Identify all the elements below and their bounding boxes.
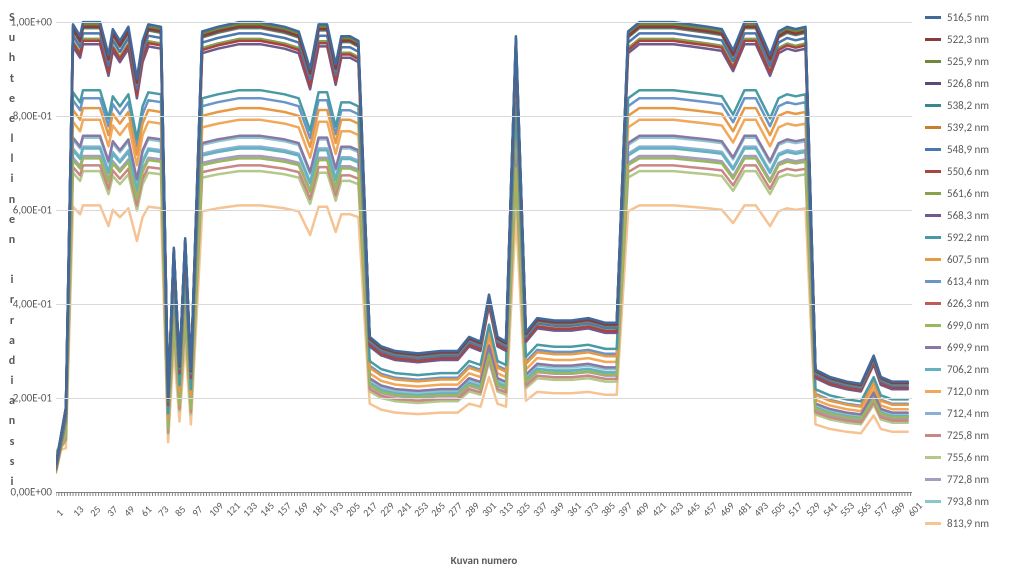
legend-swatch <box>925 236 941 239</box>
legend-label: 772,8 nm <box>947 473 989 486</box>
x-tick-label: 1 <box>53 506 66 519</box>
legend-swatch <box>925 302 941 305</box>
legend-item: 592,2 nm <box>925 226 1021 248</box>
legend-label: 561,6 nm <box>947 187 989 200</box>
legend-swatch <box>925 456 941 459</box>
legend-label: 706,2 nm <box>947 363 989 376</box>
legend-swatch <box>925 126 941 129</box>
legend-swatch <box>925 192 941 195</box>
x-axis-labels: 1132537496173859710912113314515716918119… <box>56 492 912 552</box>
legend-swatch <box>925 346 941 349</box>
legend-label: 793,8 nm <box>947 495 989 508</box>
legend-item: 561,6 nm <box>925 182 1021 204</box>
legend-item: 725,8 nm <box>925 424 1021 446</box>
y-axis-title: Suhteellinen irradianssi <box>6 8 18 492</box>
legend-label: 699,0 nm <box>947 319 989 332</box>
gridline <box>56 210 912 211</box>
gridline <box>56 116 912 117</box>
legend-label: 712,4 nm <box>947 407 989 420</box>
gridline <box>56 398 912 399</box>
legend-item: 538,2 nm <box>925 94 1021 116</box>
legend-label: 626,3 nm <box>947 297 989 310</box>
gridline <box>56 304 912 305</box>
legend-item: 706,2 nm <box>925 358 1021 380</box>
legend-item: 626,3 nm <box>925 292 1021 314</box>
legend-swatch <box>925 280 941 283</box>
legend-label: 538,2 nm <box>947 99 989 112</box>
legend-swatch <box>925 434 941 437</box>
legend-swatch <box>925 148 941 151</box>
legend-item: 712,0 nm <box>925 380 1021 402</box>
legend-swatch <box>925 390 941 393</box>
legend-label: 516,5 nm <box>947 11 989 24</box>
x-tick-label: 25 <box>87 503 103 519</box>
legend-label: 525,9 nm <box>947 55 989 68</box>
legend-label: 522,3 nm <box>947 33 989 46</box>
legend-label: 548,9 nm <box>947 143 989 156</box>
legend-label: 813,9 nm <box>947 517 989 530</box>
gridline <box>56 22 912 23</box>
legend-swatch <box>925 170 941 173</box>
legend-label: 592,2 nm <box>947 231 989 244</box>
x-axis-title: Kuvan numero <box>56 554 912 567</box>
legend-label: 712,0 nm <box>947 385 989 398</box>
legend-swatch <box>925 368 941 371</box>
legend-swatch <box>925 16 941 19</box>
legend-swatch <box>925 214 941 217</box>
plot-and-grid: 0,00E+002,00E-014,00E-016,00E-018,00E-01… <box>56 8 912 492</box>
legend-item: 699,9 nm <box>925 336 1021 358</box>
legend-item: 772,8 nm <box>925 468 1021 490</box>
y-tick-label: 8,00E-01 <box>13 110 52 123</box>
legend-item: 793,8 nm <box>925 490 1021 512</box>
legend-swatch <box>925 60 941 63</box>
legend-item: 516,5 nm <box>925 6 1021 28</box>
x-tick-label: 61 <box>138 503 154 519</box>
legend-item: 813,9 nm <box>925 512 1021 534</box>
legend-item: 712,4 nm <box>925 402 1021 424</box>
legend-swatch <box>925 38 941 41</box>
legend-swatch <box>925 82 941 85</box>
legend-item: 526,8 nm <box>925 72 1021 94</box>
y-tick-label: 0,00E+00 <box>11 486 52 499</box>
legend: 516,5 nm 522,3 nm 525,9 nm 526,8 nm 538,2 nm… <box>925 6 1021 534</box>
legend-item: 607,5 nm <box>925 248 1021 270</box>
legend-item: 539,2 nm <box>925 116 1021 138</box>
legend-item: 522,3 nm <box>925 28 1021 50</box>
x-tick-label: 13 <box>70 503 86 519</box>
x-tick-label: 37 <box>104 503 120 519</box>
legend-swatch <box>925 478 941 481</box>
legend-label: 568,3 nm <box>947 209 989 222</box>
legend-label: 526,8 nm <box>947 77 989 90</box>
legend-item: 548,9 nm <box>925 138 1021 160</box>
x-tick-label: 49 <box>121 503 137 519</box>
legend-swatch <box>925 258 941 261</box>
legend-item: 568,3 nm <box>925 204 1021 226</box>
legend-label: 613,4 nm <box>947 275 989 288</box>
legend-swatch <box>925 412 941 415</box>
legend-label: 550,6 nm <box>947 165 989 178</box>
legend-swatch <box>925 104 941 107</box>
legend-swatch <box>925 324 941 327</box>
x-tick-label: 73 <box>155 503 171 519</box>
x-tick-label: 97 <box>189 503 205 519</box>
line-series-svg <box>56 8 912 492</box>
legend-label: 725,8 nm <box>947 429 989 442</box>
legend-item: 550,6 nm <box>925 160 1021 182</box>
legend-label: 755,6 nm <box>947 451 989 464</box>
legend-item: 525,9 nm <box>925 50 1021 72</box>
legend-item: 699,0 nm <box>925 314 1021 336</box>
y-tick-label: 2,00E-01 <box>13 392 52 405</box>
y-tick-label: 4,00E-01 <box>13 298 52 311</box>
legend-label: 699,9 nm <box>947 341 989 354</box>
chart-container: Suhteellinen irradianssi 0,00E+002,00E-0… <box>0 0 1027 579</box>
legend-item: 755,6 nm <box>925 446 1021 468</box>
y-tick-label: 6,00E-01 <box>13 204 52 217</box>
legend-swatch <box>925 500 941 503</box>
legend-item: 613,4 nm <box>925 270 1021 292</box>
x-tick-label: 85 <box>172 503 188 519</box>
y-tick-label: 1,00E+00 <box>11 16 52 29</box>
legend-label: 539,2 nm <box>947 121 989 134</box>
legend-swatch <box>925 522 941 525</box>
legend-label: 607,5 nm <box>947 253 989 266</box>
